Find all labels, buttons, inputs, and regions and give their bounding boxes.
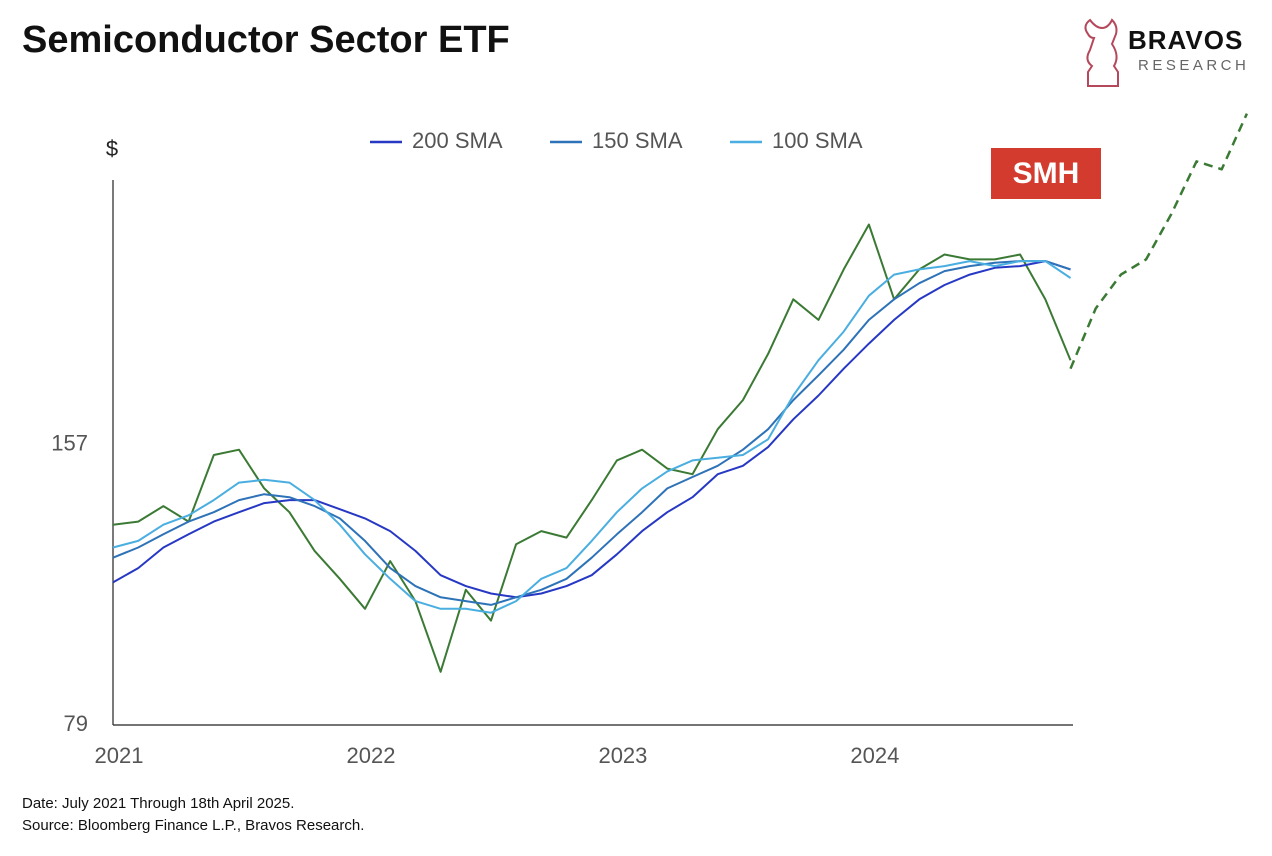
series-line <box>112 223 1072 673</box>
note: Source: Bloomberg Finance L.P., Bravos R… <box>22 817 364 834</box>
y-axis-label: $ <box>106 136 118 161</box>
logo: BRAVOS RESEARCH <box>1084 18 1249 87</box>
x-tick-label: 2023 <box>598 743 647 768</box>
legend-label: 150 SMA <box>592 128 683 153</box>
legend-label: 100 SMA <box>772 128 863 153</box>
series-label-box <box>991 148 1101 199</box>
series-label: SMH <box>1013 157 1080 190</box>
series-line <box>112 260 1071 599</box>
y-tick-label: 79 <box>64 711 88 736</box>
x-tick-label: 2024 <box>850 743 899 768</box>
logo-icon <box>1084 18 1119 87</box>
note: Date: July 2021 Through 18th April 2025. <box>22 795 294 812</box>
x-tick-label: 2022 <box>346 743 395 768</box>
logo-name: BRAVOS <box>1128 25 1243 55</box>
legend-label: 200 SMA <box>412 128 503 153</box>
logo-sub: RESEARCH <box>1138 57 1249 74</box>
x-tick-label: 2021 <box>95 743 144 768</box>
chart-title: Semiconductor Sector ETF <box>22 19 510 61</box>
y-tick-label: 157 <box>51 430 88 455</box>
series-line <box>112 260 1072 614</box>
series-line <box>112 260 1071 606</box>
